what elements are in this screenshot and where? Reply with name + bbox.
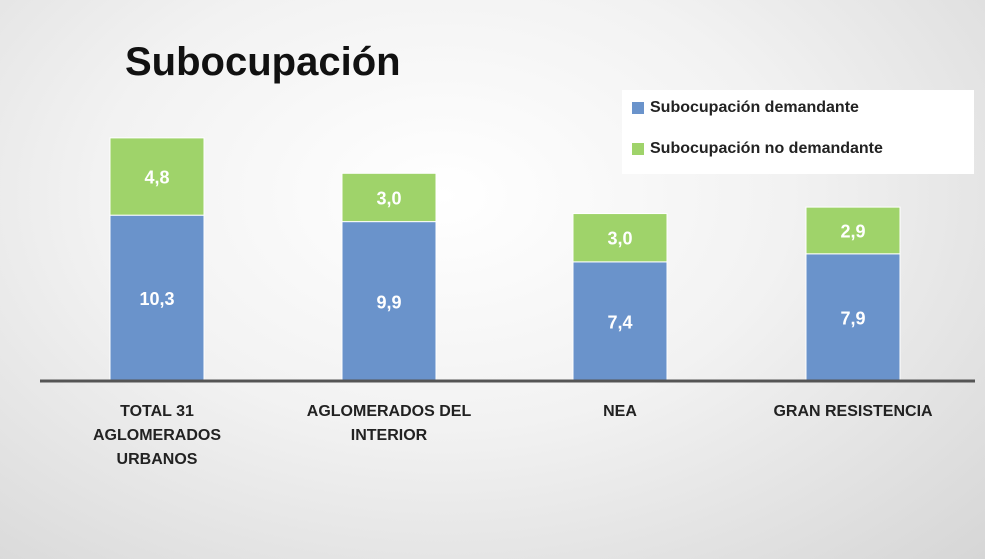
bar-segment (109, 137, 205, 216)
bar-segment (805, 253, 901, 382)
x-tick-label: TOTAL 31 AGLOMERADOS URBANOS (93, 403, 221, 468)
legend-swatch (632, 102, 644, 114)
data-label: 4,8 (144, 168, 169, 188)
x-tick-label: AGLOMERADOS DEL INTERIOR (306, 403, 472, 444)
legend: Subocupación demandante Subocupación no d… (622, 90, 974, 174)
chart-title: Subocupación (125, 40, 401, 84)
x-tick-label: GRAN RESISTENCIA (773, 403, 933, 420)
data-label: 3,0 (376, 188, 401, 208)
bar-segment (109, 214, 205, 382)
data-label: 10,3 (139, 289, 174, 309)
legend-label: Subocupación demandante (650, 99, 859, 116)
bar-segment (572, 261, 668, 382)
x-tick-label: NEA (603, 403, 637, 420)
legend-swatch (632, 143, 644, 155)
data-label: 7,9 (840, 308, 865, 328)
bar-segment (341, 221, 437, 382)
legend-label: Subocupación no demandante (650, 140, 883, 157)
data-label: 7,4 (607, 312, 632, 332)
legend-item: Subocupación demandante (632, 99, 859, 117)
data-label: 3,0 (607, 229, 632, 249)
data-label: 2,9 (840, 221, 865, 241)
bar-segment (572, 213, 668, 263)
bar-segment (805, 206, 901, 255)
legend-item: Subocupación no demandante (632, 140, 883, 158)
bar-segment (341, 172, 437, 223)
data-label: 9,9 (376, 292, 401, 312)
